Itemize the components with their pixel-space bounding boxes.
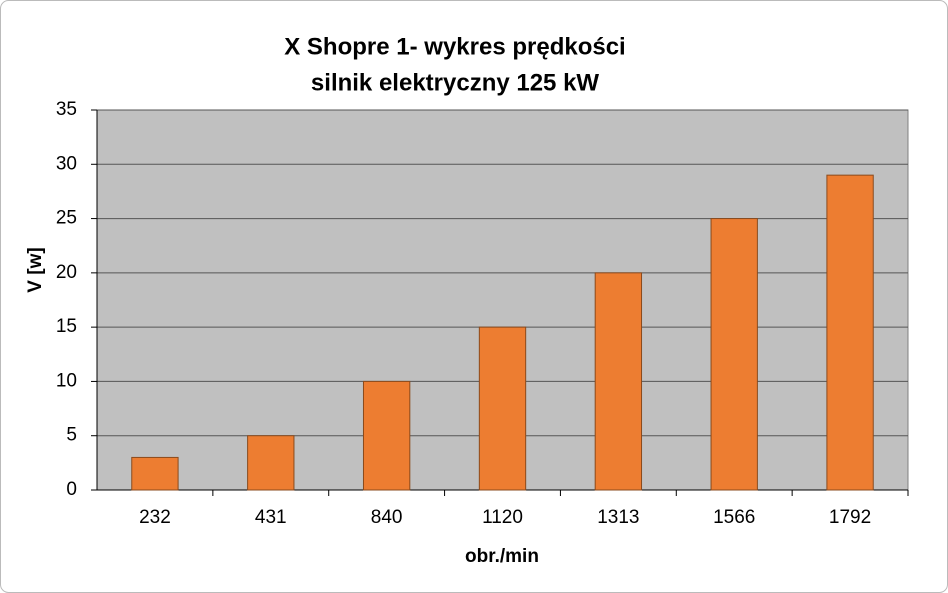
- y-tick-label: 5: [66, 425, 77, 446]
- chart-title: X Shopre 1- wykres prędkości: [284, 33, 625, 60]
- y-tick-label: 0: [66, 479, 77, 500]
- x-tick-label: 1566: [713, 507, 755, 528]
- bar: [247, 435, 295, 491]
- x-tick-label: 1792: [829, 507, 871, 528]
- bar: [594, 272, 643, 491]
- bar: [131, 456, 179, 491]
- y-tick-label: 15: [56, 316, 77, 337]
- bar: [710, 218, 758, 491]
- bar: [826, 174, 874, 491]
- x-tick-label: 232: [139, 507, 171, 528]
- x-tick-label: 1120: [482, 507, 523, 528]
- bar: [478, 326, 527, 491]
- y-tick-label: 20: [56, 262, 77, 283]
- y-tick-label: 30: [56, 153, 77, 174]
- y-tick-label: 10: [56, 370, 77, 391]
- y-tick-label: 35: [56, 99, 77, 120]
- x-tick-label: 840: [371, 507, 403, 528]
- x-axis-title: obr./min: [465, 546, 539, 567]
- y-axis-title: V [w]: [25, 247, 46, 292]
- bar: [362, 380, 411, 491]
- x-tick-label: 1313: [597, 507, 639, 528]
- y-tick-label: 25: [56, 208, 77, 229]
- chart-subtitle: silnik elektryczny 125 kW: [311, 69, 600, 96]
- x-tick-label: 431: [255, 507, 287, 528]
